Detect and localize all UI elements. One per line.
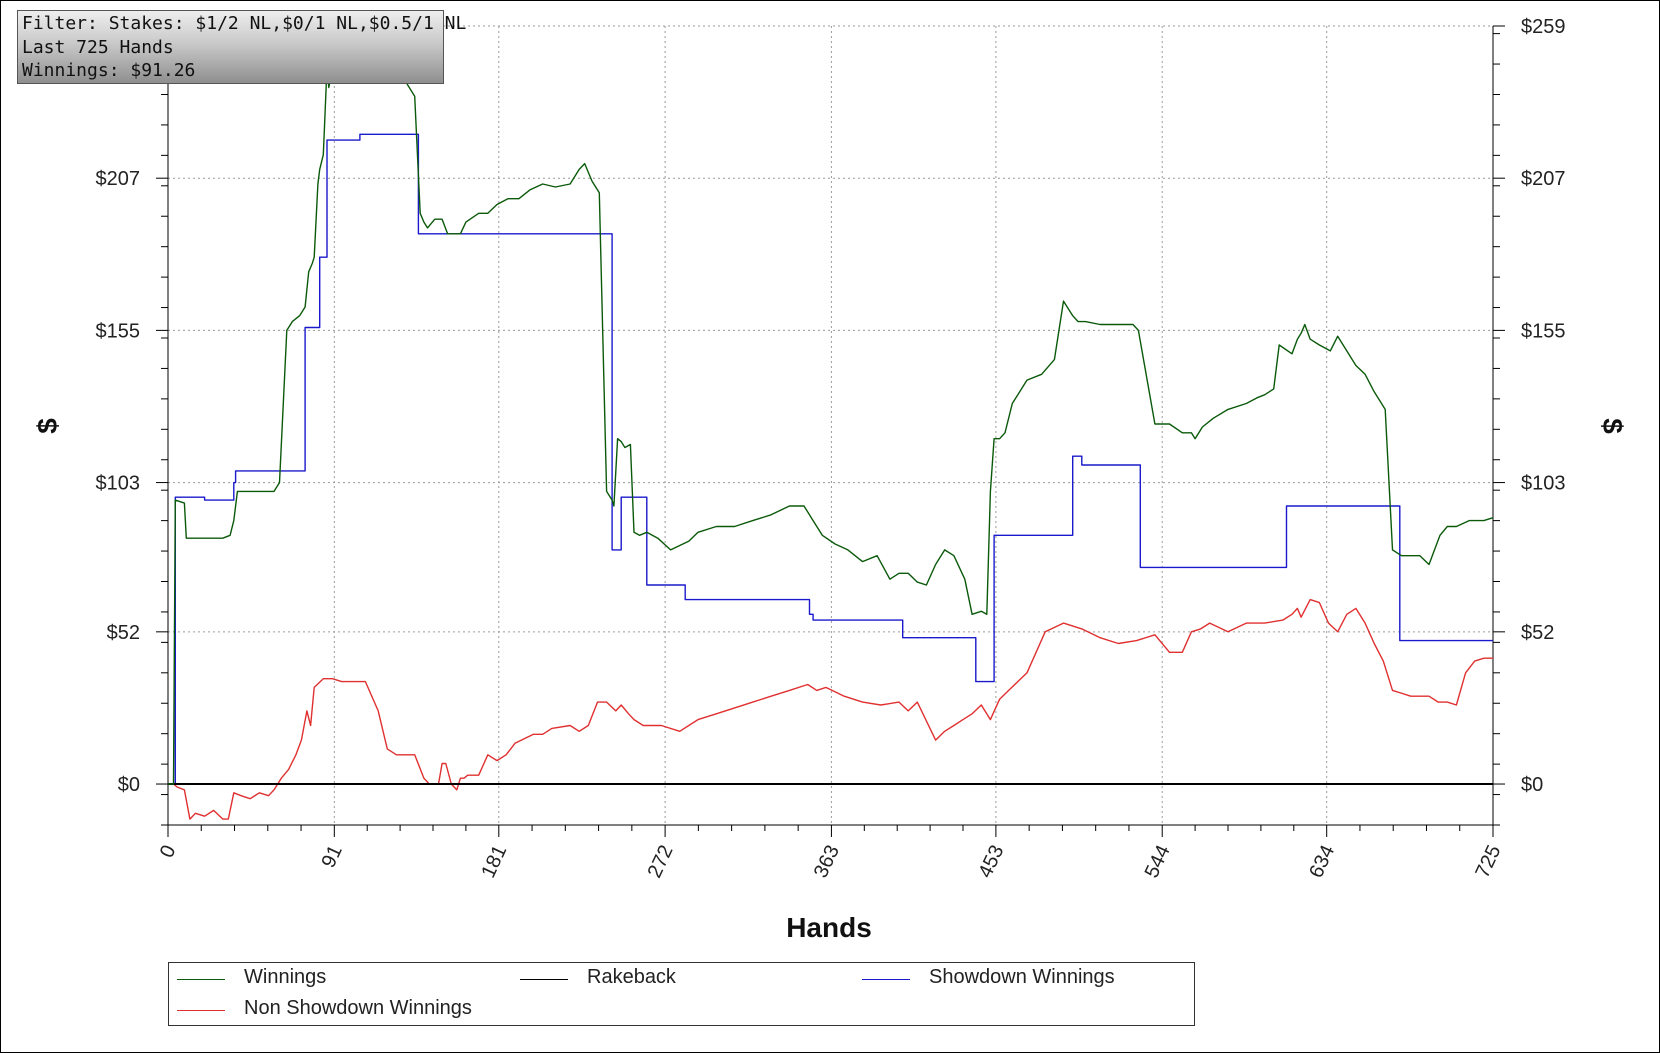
y-tick-label-right: $155 (1521, 320, 1566, 342)
series-line-showdown-winnings (168, 133, 1493, 785)
y-tick-label-right: $0 (1521, 774, 1543, 796)
y-tick-label-left: $0 (118, 774, 140, 796)
legend-swatch-winnings (177, 979, 225, 980)
grid-lines (167, 25, 1494, 825)
axes: 0 91 181 272 363 453 544 634 725 $0 $0 $52 $52 $103 $1… (96, 16, 1566, 881)
x-tick-label: 725 (1471, 842, 1505, 882)
legend-label-non-showdown-winnings: Non Showdown Winnings (244, 997, 472, 1019)
x-tick-label: 363 (810, 842, 844, 882)
legend-swatch-non-showdown-winnings (177, 1010, 225, 1011)
legend-swatch-showdown-winnings (862, 979, 910, 980)
legend-item-winnings: Winnings (169, 965, 499, 995)
x-tick-label: 544 (1141, 842, 1175, 882)
y-axis-label-right: $ (1597, 418, 1628, 434)
y-tick-label-left: $155 (96, 320, 141, 342)
y-tick-label-right: $259 (1521, 16, 1566, 38)
x-axis-label: Hands (786, 912, 872, 943)
legend-label-rakeback: Rakeback (587, 966, 676, 988)
legend-item-rakeback: Rakeback (512, 965, 842, 995)
filter-text: Filter: Stakes: $1/2 NL,$0/1 NL,$0.5/1 N… (22, 13, 467, 34)
legend-item-showdown-winnings: Showdown Winnings (854, 965, 1184, 995)
legend-label-winnings: Winnings (244, 966, 327, 988)
series-line-non-showdown-winnings (168, 598, 1493, 820)
y-tick-label-left: $103 (96, 473, 141, 495)
x-tick-label: 272 (644, 842, 678, 882)
x-tick-label: 634 (1305, 842, 1339, 882)
y-tick-label-right: $103 (1521, 473, 1566, 495)
y-tick-label-right: $207 (1521, 168, 1566, 190)
x-tick-label: 181 (477, 842, 511, 882)
y-axis-label-left: $ (32, 418, 63, 434)
y-tick-label-left: $207 (96, 168, 141, 190)
chart-legend: Winnings Rakeback Showdown Winnings Non … (168, 962, 1195, 1026)
winnings-text: Winnings: $91.26 (22, 60, 196, 81)
x-tick-label: 0 (156, 842, 181, 861)
filter-info-box: Filter: Stakes: $1/2 NL,$0/1 NL,$0.5/1 N… (17, 10, 467, 84)
x-tick-label: 91 (317, 842, 346, 871)
legend-swatch-rakeback (520, 979, 568, 980)
legend-item-non-showdown-winnings: Non Showdown Winnings (169, 996, 569, 1026)
y-tick-label-right: $52 (1521, 622, 1554, 644)
series-lines (168, 51, 1494, 820)
hands-count-text: Last 725 Hands (22, 36, 174, 58)
legend-label-showdown-winnings: Showdown Winnings (929, 966, 1115, 988)
y-tick-label-left: $52 (107, 622, 140, 644)
series-line-winnings (168, 51, 1494, 785)
x-tick-label: 453 (974, 842, 1008, 882)
axis-labels: Hands $ $ (32, 418, 1628, 943)
